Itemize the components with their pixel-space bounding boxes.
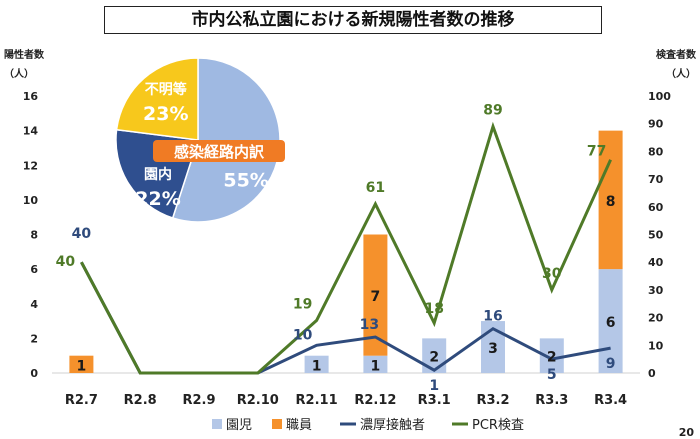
right-tick-label: 100 xyxy=(648,90,671,103)
bar-child xyxy=(304,355,329,373)
left-tick-label: 6 xyxy=(30,263,38,276)
left-tick-label: 0 xyxy=(30,367,38,380)
left-axis-title: 陽性者数 xyxy=(4,48,45,61)
contact-data-label: 1 xyxy=(429,378,439,394)
right-tick-label: 20 xyxy=(648,312,664,325)
left-tick-label: 8 xyxy=(30,229,38,242)
right-tick-label: 0 xyxy=(648,367,656,380)
legend-swatch xyxy=(212,419,222,429)
right-tick-label: 40 xyxy=(648,256,664,269)
left-tick-label: 2 xyxy=(30,332,38,345)
pcr-data-label: 77 xyxy=(587,144,606,160)
x-tick-label: R2.8 xyxy=(124,393,157,408)
x-tick-label: R3.3 xyxy=(535,393,568,408)
pcr-data-label: 18 xyxy=(424,301,443,317)
contact-data-label: 9 xyxy=(606,356,616,372)
pcr-data-label: 89 xyxy=(483,102,502,118)
bar-data-label: 2 xyxy=(429,350,439,366)
right-tick-label: 50 xyxy=(648,229,664,242)
bar-staff xyxy=(598,130,623,270)
pie-slice-pct: 23% xyxy=(143,103,188,125)
x-tick-label: R2.9 xyxy=(182,393,215,408)
pie-slice-pct: 55% xyxy=(223,170,268,192)
left-tick-label: 16 xyxy=(23,90,39,103)
bar-staff xyxy=(69,355,94,373)
legend-swatch xyxy=(272,419,282,429)
pcr-data-label: 61 xyxy=(366,180,385,196)
right-tick-label: 90 xyxy=(648,118,664,131)
left-tick-label: 12 xyxy=(23,159,38,172)
close-contact-line xyxy=(80,261,611,375)
page-number: 20 xyxy=(678,426,694,439)
legend-label: PCR検査 xyxy=(472,418,524,433)
left-tick-label: 4 xyxy=(30,298,38,311)
right-tick-label: 80 xyxy=(648,145,664,158)
right-tick-label: 10 xyxy=(648,339,664,352)
bar-data-label: 1 xyxy=(77,358,87,374)
bar-data-label: 8 xyxy=(606,194,616,210)
pie-slice-label: 不明等 xyxy=(145,81,187,98)
bar-data-label: 7 xyxy=(371,289,381,305)
bar-data-label: 2 xyxy=(547,350,557,366)
left-tick-label: 10 xyxy=(23,194,39,207)
legend-label: 園児 xyxy=(226,418,252,433)
x-tick-label: R2.12 xyxy=(354,393,396,408)
bar-child xyxy=(598,269,623,373)
contact-data-label: 40 xyxy=(72,226,92,242)
x-tick-label: R2.10 xyxy=(237,393,279,408)
right-axis-unit: （人） xyxy=(666,67,696,80)
right-tick-label: 30 xyxy=(648,284,664,297)
x-tick-label: R3.2 xyxy=(476,393,509,408)
legend-label: 濃厚接触者 xyxy=(360,417,425,433)
contact-data-label: 13 xyxy=(360,317,379,333)
right-axis-title: 検査者数 xyxy=(656,48,697,61)
pie-title: 感染経路内訳 xyxy=(174,143,265,161)
pie-title-banner xyxy=(153,140,285,162)
pcr-test-line xyxy=(80,121,612,375)
right-tick-label: 70 xyxy=(648,173,664,186)
bar-child xyxy=(363,355,388,373)
contact-data-label: 10 xyxy=(293,327,313,343)
contact-data-label: 5 xyxy=(547,367,557,383)
bar-data-label: 3 xyxy=(488,341,498,357)
pcr-data-label: 19 xyxy=(293,296,312,312)
right-tick-label: 60 xyxy=(648,201,664,214)
pie-slice-label: 園内 xyxy=(144,166,172,183)
pcr-data-label: 40 xyxy=(56,254,76,270)
pie-slice-pct: 22% xyxy=(135,188,180,210)
x-tick-label: R2.7 xyxy=(65,393,98,408)
legend-label: 職員 xyxy=(286,418,312,433)
x-tick-label: R3.1 xyxy=(418,393,451,408)
bar-data-label: 6 xyxy=(606,315,616,331)
x-tick-label: R3.4 xyxy=(594,393,627,408)
x-tick-label: R2.11 xyxy=(296,393,338,408)
left-tick-label: 14 xyxy=(23,125,39,138)
chart-title: 市内公私立園における新規陽性者数の推移 xyxy=(104,6,602,34)
bar-data-label: 1 xyxy=(312,358,322,374)
bar-data-label: 1 xyxy=(371,358,381,374)
pie-slice xyxy=(115,57,199,141)
contact-data-label: 16 xyxy=(483,309,502,325)
left-axis-unit: （人） xyxy=(4,67,34,80)
pcr-data-label: 30 xyxy=(542,266,562,282)
